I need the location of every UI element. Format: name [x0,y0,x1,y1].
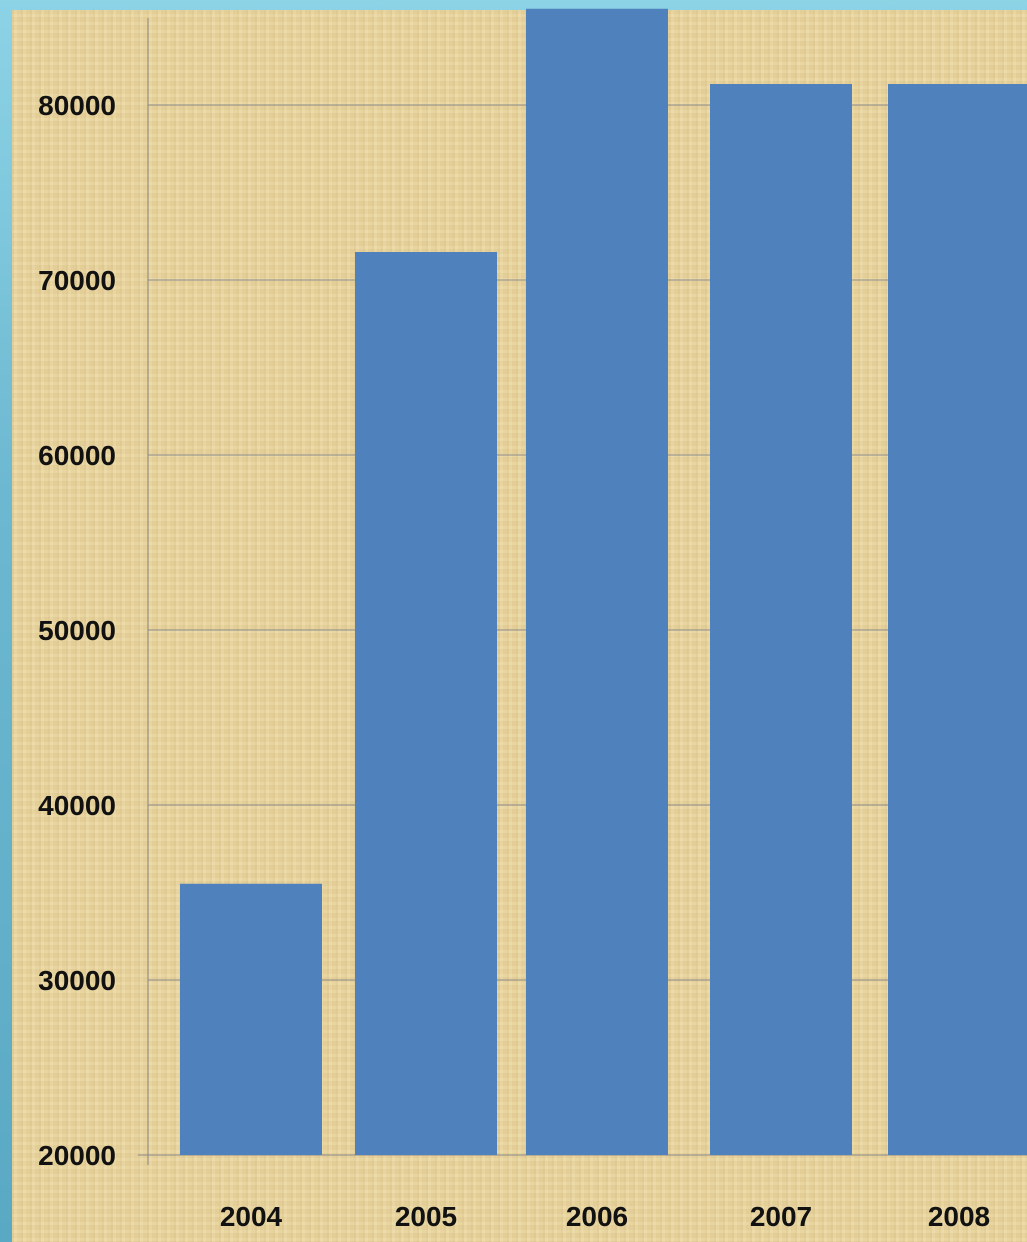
bars [180,8,1027,1155]
y-tick-label-20000: 20000 [38,1140,116,1171]
x-tick-label-2004: 2004 [220,1201,283,1232]
y-tick-label-60000: 60000 [38,440,116,471]
y-tick-label-80000: 80000 [38,90,116,121]
chart-area-papyrus-background [12,10,1027,1242]
y-tick-label-50000: 50000 [38,615,116,646]
bar-2005 [355,252,497,1155]
x-axis-tick-labels: 2004 2005 2006 2007 2008 [220,1201,990,1232]
bar-2006 [526,8,668,1155]
y-tick-label-40000: 40000 [38,790,116,821]
x-tick-label-2007: 2007 [750,1201,812,1232]
bar-2007 [710,84,852,1155]
bar-2004 [180,883,322,1155]
y-tick-label-30000: 30000 [38,965,116,996]
x-tick-label-2008: 2008 [928,1201,990,1232]
x-tick-label-2005: 2005 [395,1201,457,1232]
x-tick-label-2006: 2006 [566,1201,628,1232]
y-tick-label-70000: 70000 [38,265,116,296]
y-axis-tick-labels: 20000 30000 40000 50000 60000 70000 80000 [38,90,116,1171]
bar-2008 [888,84,1027,1155]
